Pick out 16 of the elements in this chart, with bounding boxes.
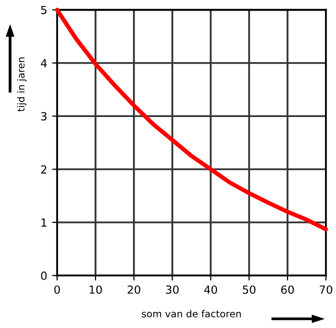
y-tick-label: 3	[41, 112, 47, 120]
y-axis-title: tijd in jaren	[17, 58, 26, 112]
y-tick-label: 1	[42, 218, 46, 227]
y-tick-label: 4	[40, 59, 47, 68]
x-tick-label: 50	[242, 285, 256, 294]
x-axis-title: som van de factoren	[142, 310, 241, 318]
x-tick-label: 20	[128, 285, 140, 294]
x-tick-label: 40	[204, 285, 218, 294]
x-tick-label: 70	[320, 285, 332, 294]
x-tick-label: 30	[166, 285, 179, 294]
x-tick-label: 0	[54, 285, 60, 294]
y-tick-label: 0	[41, 271, 47, 280]
y-tick-label: 2	[41, 165, 46, 174]
x-tick-label: 10	[90, 285, 102, 294]
x-tick-label: 60	[281, 285, 294, 294]
y-tick-label: 5	[41, 6, 46, 14]
